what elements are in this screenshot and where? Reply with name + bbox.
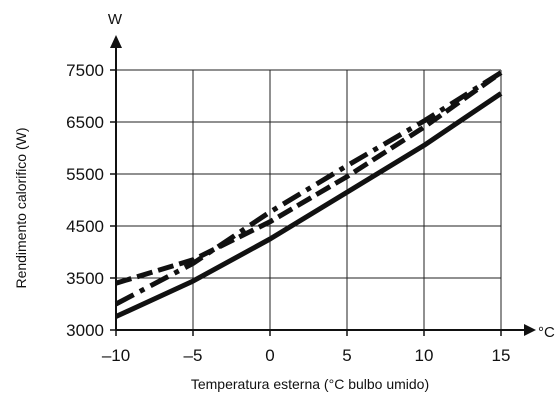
grid [116, 69, 502, 330]
y-axis-arrow [110, 35, 122, 48]
x-axis-arrow [524, 324, 536, 336]
y-tick-label: 3500 [66, 269, 104, 288]
x-axis-unit: °C [538, 324, 555, 341]
x-tick-label: –5 [184, 346, 203, 365]
series-line-dashdot [114, 70, 503, 307]
series-lines [114, 70, 503, 319]
series-line-dashed [115, 70, 503, 286]
tick-labels: 3000 3500 4500 5500 6500 7500 –10 –5 0 5 10 15 [66, 61, 510, 365]
y-tick-label: 4500 [66, 217, 104, 236]
y-tick-label: 5500 [66, 165, 104, 184]
x-tick-label: 5 [342, 346, 351, 365]
y-axis-unit: W [108, 11, 123, 28]
y-axis-label: Rendimento calorifico (W) [13, 127, 29, 288]
series-line-solid [114, 91, 503, 319]
x-tick-label: –10 [102, 346, 130, 365]
x-tick-label: 15 [492, 346, 511, 365]
y-tick-label: 6500 [66, 113, 104, 132]
x-tick-label: 0 [265, 346, 274, 365]
x-axis-label: Temperatura esterna (°C bulbo umido) [191, 376, 429, 392]
x-tick-label: 10 [415, 346, 434, 365]
y-tick-label: 7500 [66, 61, 104, 80]
y-tick-label: 3000 [66, 321, 104, 340]
